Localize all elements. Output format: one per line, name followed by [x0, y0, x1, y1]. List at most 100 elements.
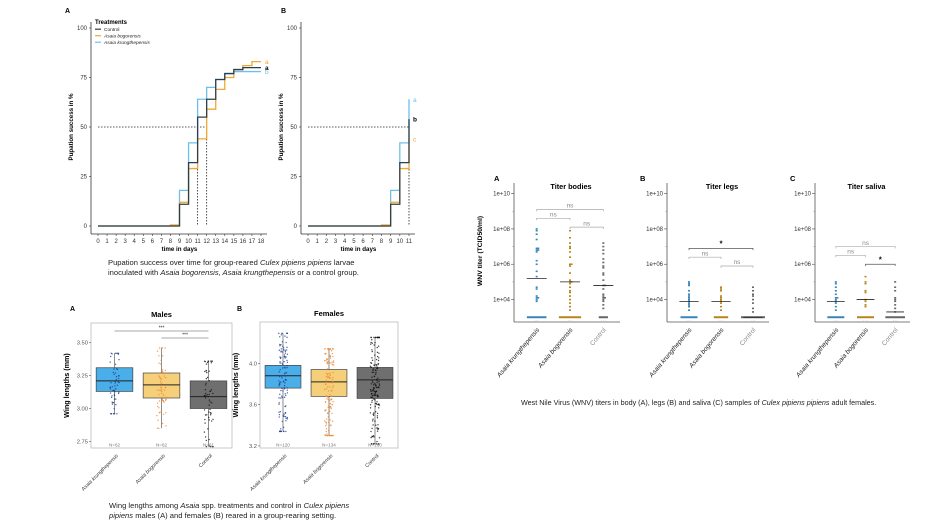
data-point	[602, 252, 605, 255]
data-point	[378, 407, 380, 409]
data-point	[285, 394, 287, 397]
data-point	[374, 393, 376, 395]
category-label: Control	[589, 326, 608, 347]
data-point	[158, 411, 161, 414]
data-point	[602, 300, 605, 303]
data-point	[113, 368, 115, 370]
data-point	[111, 386, 113, 388]
data-point	[332, 360, 335, 362]
data-point	[602, 274, 605, 276]
x-tick-label: 17	[249, 239, 256, 245]
x-tick-label: 0	[306, 239, 310, 245]
data-point	[377, 403, 380, 406]
y-tick-label: 1e+06	[794, 262, 812, 268]
box	[310, 369, 348, 397]
data-point	[328, 407, 331, 409]
data-point	[372, 435, 375, 437]
data-point	[720, 295, 722, 297]
data-point	[374, 373, 377, 376]
data-point	[864, 289, 867, 292]
x-tick-label: 4	[343, 239, 347, 245]
data-point	[210, 360, 212, 362]
data-point	[113, 393, 116, 396]
x-tick-label: 11	[406, 239, 413, 245]
data-point	[284, 415, 287, 418]
data-point	[209, 412, 212, 414]
data-point	[329, 372, 331, 374]
data-point	[208, 445, 211, 447]
data-point	[209, 408, 211, 411]
data-point	[208, 419, 211, 421]
significance-label: ***	[159, 326, 165, 332]
data-point	[205, 369, 208, 372]
caption-text: Pupation success over time for group-rea…	[108, 258, 260, 267]
chart-title: Titer legs	[706, 182, 738, 191]
data-point	[280, 395, 283, 397]
data-point	[206, 394, 208, 396]
data-point	[570, 263, 573, 266]
data-point	[372, 371, 375, 373]
data-point	[207, 428, 209, 430]
data-point	[752, 311, 754, 313]
data-point	[752, 295, 754, 297]
data-point-baseline	[713, 316, 729, 319]
n-label: N=120	[276, 443, 290, 448]
data-point	[371, 350, 373, 353]
data-point	[281, 387, 283, 390]
data-point	[156, 389, 158, 391]
data-point	[371, 357, 373, 359]
data-point	[569, 247, 571, 250]
data-point	[284, 372, 286, 374]
data-point	[326, 433, 328, 435]
data-point	[329, 348, 331, 351]
data-point	[116, 352, 118, 354]
x-tick-label: 6	[361, 239, 365, 245]
data-point	[281, 351, 284, 353]
data-point	[329, 374, 331, 376]
data-point	[373, 436, 375, 438]
data-point	[377, 345, 380, 347]
y-tick-label: 1e+08	[646, 227, 664, 233]
significance-letter: b	[413, 117, 417, 124]
data-point	[159, 389, 162, 392]
significance-bracket	[688, 248, 754, 251]
data-point	[602, 298, 605, 301]
data-point	[332, 361, 335, 364]
significance-bracket	[720, 265, 754, 268]
significance-bracket	[536, 217, 571, 221]
category-label: Control	[739, 326, 758, 347]
data-point	[113, 394, 116, 397]
data-point	[161, 369, 164, 371]
data-point	[371, 390, 373, 392]
data-point	[161, 370, 163, 372]
panel-label: B	[281, 8, 286, 15]
data-point	[325, 423, 328, 425]
data-point	[158, 389, 160, 392]
category-label: Asaia bogorensis	[687, 326, 726, 370]
data-point	[206, 376, 209, 379]
data-point	[326, 398, 328, 400]
data-point	[569, 309, 571, 311]
data-point	[371, 435, 374, 438]
data-point	[377, 377, 379, 379]
data-point	[324, 388, 326, 391]
data-point	[284, 335, 286, 337]
data-point	[327, 421, 330, 423]
data-point	[328, 424, 330, 426]
y-tick-label: 100	[77, 26, 88, 32]
data-point	[329, 402, 332, 405]
data-point	[114, 382, 116, 384]
data-point	[535, 238, 538, 241]
data-point	[282, 430, 285, 433]
y-tick-label: 0	[294, 224, 298, 230]
data-point	[158, 355, 160, 357]
data-point	[118, 375, 120, 377]
data-point	[602, 261, 605, 264]
x-tick-label: 16	[240, 239, 247, 245]
data-point	[329, 386, 331, 388]
caption-text: West Nile Virus (WNV) titers in body (A)…	[521, 398, 762, 407]
data-point	[278, 349, 281, 351]
data-point	[325, 376, 328, 378]
data-point	[209, 401, 211, 403]
